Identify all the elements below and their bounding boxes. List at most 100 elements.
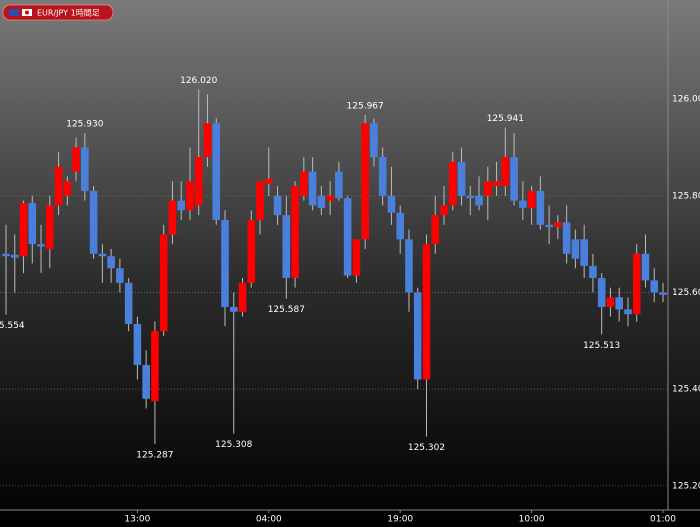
candle-body	[107, 256, 115, 269]
candle-body	[98, 253, 107, 257]
candle-body	[63, 181, 72, 196]
candle-body	[440, 205, 448, 216]
y-tick-label: 125.400	[672, 385, 700, 395]
candle-body	[387, 195, 396, 213]
y-tick-label: 126.000	[672, 95, 700, 105]
candle-body	[308, 171, 317, 206]
extreme-label: 126.020	[180, 76, 217, 86]
candle-body	[168, 200, 177, 235]
candle-body	[597, 277, 606, 307]
candle-body	[238, 282, 247, 312]
candle-body	[510, 157, 518, 201]
flag-jp-dot	[25, 10, 29, 15]
candle-body	[370, 123, 378, 158]
candle-body	[606, 297, 615, 307]
candle-body	[72, 147, 80, 172]
extreme-label: 125.930	[66, 119, 103, 129]
candle-body	[571, 239, 580, 259]
candle-body	[291, 186, 299, 278]
candle-body	[317, 195, 326, 208]
candle-body	[10, 254, 19, 258]
candle-body	[282, 215, 291, 278]
x-tick-label: 04:00	[256, 515, 282, 525]
candle-body	[46, 205, 54, 249]
candle-body	[562, 222, 571, 254]
candle-body	[19, 203, 28, 257]
x-tick-label: 10:00	[519, 515, 545, 525]
candle-body	[554, 222, 562, 228]
y-tick-label: 125.200	[672, 481, 700, 491]
extreme-label: 125.287	[136, 450, 173, 460]
candle-body	[361, 123, 369, 240]
candle-body	[142, 364, 150, 399]
candle-body	[203, 123, 212, 158]
candle-body	[484, 181, 492, 196]
candle-body	[431, 215, 440, 245]
x-tick-label: 13:00	[124, 515, 150, 525]
x-tick-label: 19:00	[387, 515, 413, 525]
candle-body	[229, 306, 238, 312]
candle-body	[545, 224, 553, 228]
candle-body	[492, 181, 501, 187]
candle-body	[650, 280, 659, 293]
candle-body	[273, 195, 282, 216]
candle-body	[378, 157, 387, 196]
extreme-label: 125.513	[583, 341, 620, 351]
candle-body	[186, 181, 194, 211]
candle-body	[457, 161, 466, 196]
candle-body	[527, 190, 536, 208]
chart-title: EUR/JPY 1時間足	[37, 9, 100, 18]
candle-body	[28, 203, 37, 245]
candle-body	[396, 212, 404, 240]
candle-body	[335, 171, 343, 199]
candle-body	[177, 200, 185, 211]
flag-eu	[9, 9, 19, 16]
candle-body	[247, 219, 256, 283]
y-tick-label: 125.800	[672, 191, 700, 201]
candle-body	[659, 292, 667, 295]
candle-body	[641, 253, 650, 281]
extreme-label: 125.302	[408, 443, 445, 453]
candle-body	[2, 253, 10, 257]
candle-body	[624, 309, 632, 315]
extreme-label: 125.308	[215, 440, 252, 450]
candle-body	[124, 282, 133, 324]
candle-body	[589, 265, 597, 278]
candle-body	[343, 198, 352, 276]
extreme-label: 125.554	[0, 321, 25, 331]
candle-body	[519, 200, 527, 208]
candle-body	[326, 195, 334, 201]
y-tick-label: 125.600	[672, 288, 700, 298]
candle-body	[475, 195, 483, 206]
candle-body	[116, 268, 124, 283]
candle-body	[615, 297, 623, 310]
candle-body	[632, 253, 641, 315]
candle-body	[159, 234, 168, 332]
candle-body	[89, 190, 98, 254]
candle-body	[352, 239, 361, 276]
candle-body	[536, 190, 545, 225]
candle-body	[580, 239, 588, 266]
candle-body	[300, 171, 308, 196]
candle-body	[37, 244, 45, 247]
extreme-label: 125.941	[487, 114, 524, 124]
candle-body	[256, 181, 264, 220]
extreme-label: 125.967	[347, 102, 384, 112]
candle-body	[466, 195, 475, 199]
x-tick-label: 01:00	[650, 515, 676, 525]
candle-body	[212, 123, 221, 220]
candle-body	[81, 147, 89, 191]
candle-body	[221, 219, 229, 307]
candle-body	[448, 161, 457, 206]
candle-body	[501, 157, 510, 187]
candle-body	[413, 292, 422, 380]
candle-body	[422, 244, 431, 380]
candle-body	[133, 323, 142, 365]
candle-body	[405, 239, 413, 293]
candle-body	[265, 178, 273, 184]
candle-body	[194, 157, 203, 206]
badge-bg	[2, 4, 114, 21]
extreme-label: 125.587	[268, 305, 305, 315]
candle-body	[151, 331, 159, 402]
